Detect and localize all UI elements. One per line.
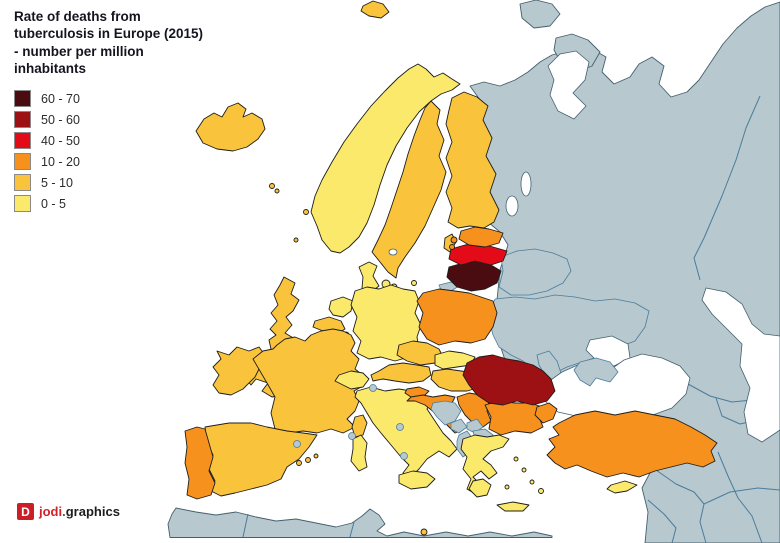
country-austria [370,362,432,384]
legend-row: 0 - 5 [14,193,80,214]
country-spain [204,422,318,497]
legend-row: 40 - 50 [14,130,80,151]
island-bornholm [411,280,417,286]
border-russia-kazakhstan [693,95,761,281]
faroe-islands [269,183,275,189]
legend-swatch-0-5 [14,195,31,212]
island-sicily [398,470,436,490]
border-iraq-saudi [703,487,780,505]
country-sweden [371,100,447,279]
country-switzerland [334,370,370,390]
country-bulgaria [484,400,544,436]
island-crete [496,501,530,512]
region-turkey-thrace [534,402,558,424]
jodi-graphics-logo: D jodi . graphics [17,503,120,520]
legend-label: 60 - 70 [41,91,80,106]
shetland-islands [303,209,309,215]
logo-text-jodi: jodi [39,504,63,519]
country-liechtenstein [369,384,377,392]
country-belarus [498,248,572,296]
map-title: Rate of deaths from tuberculosis in Euro… [14,9,204,76]
border-iran [717,451,763,543]
estonian-islands [450,236,458,244]
country-monaco [348,432,356,440]
border-caucasus-north [687,383,753,403]
island-sardinia [350,434,368,472]
country-andorra [293,440,301,448]
balearic-islands-2 [305,457,311,463]
faroe-islands-2 [274,188,280,194]
region-north-africa [167,507,553,538]
balearic-islands [296,460,302,466]
country-turkey [546,410,718,478]
country-netherlands [328,296,354,318]
country-iceland [195,102,266,152]
legend-swatch-60-70 [14,90,31,107]
country-norway [310,63,461,254]
logo-separator: . [62,504,66,519]
legend-swatch-10-20 [14,153,31,170]
legend-label: 50 - 60 [41,112,80,127]
white-sea [547,50,590,120]
country-montenegro [450,418,468,434]
country-denmark [358,261,380,293]
legend-swatch-5-10 [14,174,31,191]
greek-island-4 [504,484,510,490]
island-corsica [351,414,368,438]
greek-island [513,456,519,462]
country-poland [416,288,498,346]
estonian-islands-2 [449,244,455,250]
legend-label: 0 - 5 [41,196,67,211]
country-estonia [458,226,504,248]
country-malta [420,528,428,536]
legend-label: 40 - 50 [41,133,80,148]
greek-island-2 [521,467,527,473]
island-rhodes [538,488,544,494]
legend-row: 50 - 60 [14,109,80,130]
country-san-marino [396,423,404,431]
logo-icon: D [17,503,34,520]
border-morocco-algeria [242,513,249,538]
country-vatican [400,452,408,460]
lake-onega [520,171,532,197]
legend-swatch-50-60 [14,111,31,128]
legend-swatch-40-50 [14,132,31,149]
lake-ladoga [505,195,519,217]
country-portugal [184,426,216,500]
greek-island-3 [529,479,535,485]
country-cyprus [606,480,638,494]
logo-text-graphics: graphics [65,504,120,519]
legend-label: 5 - 10 [41,175,73,190]
legend-row: 5 - 10 [14,172,80,193]
orkney-islands [293,237,299,243]
caspian-sea [701,287,780,443]
lake-vanern [388,248,398,256]
balearic-islands-3 [313,453,319,459]
country-romania [462,354,556,406]
region-svalbard [360,0,390,19]
legend-row: 10 - 20 [14,151,80,172]
legend: 60 - 70 50 - 60 40 - 50 10 - 20 5 - 10 0… [14,88,80,214]
region-crimea [573,357,619,387]
border-syria-iraq [655,469,707,543]
border-jordan [647,499,677,543]
region-peloponnese [468,478,492,498]
legend-label: 10 - 20 [41,154,80,169]
border-algeria-tunisia [349,521,355,538]
island-novaya-zemlya-north [519,0,561,29]
country-greece [460,434,510,496]
legend-row: 60 - 70 [14,88,80,109]
